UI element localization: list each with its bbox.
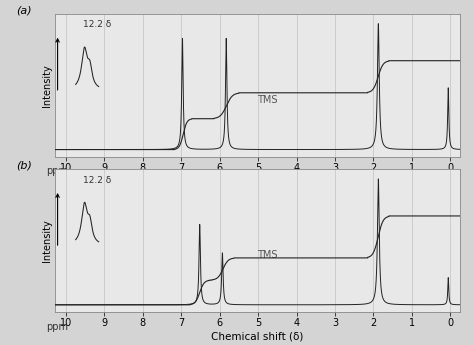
Y-axis label: Intensity: Intensity [42, 64, 52, 107]
Text: (a): (a) [16, 5, 32, 15]
Text: 12.2 δ: 12.2 δ [83, 176, 111, 185]
Text: ppm: ppm [46, 166, 68, 176]
Text: ppm: ppm [46, 322, 68, 332]
Y-axis label: Intensity: Intensity [42, 219, 52, 262]
Text: (b): (b) [16, 160, 32, 170]
Text: TMS: TMS [257, 95, 278, 105]
Text: TMS: TMS [257, 250, 278, 260]
Text: 12.2 δ: 12.2 δ [83, 20, 111, 29]
X-axis label: Chemical shift (δ): Chemical shift (δ) [211, 332, 303, 342]
